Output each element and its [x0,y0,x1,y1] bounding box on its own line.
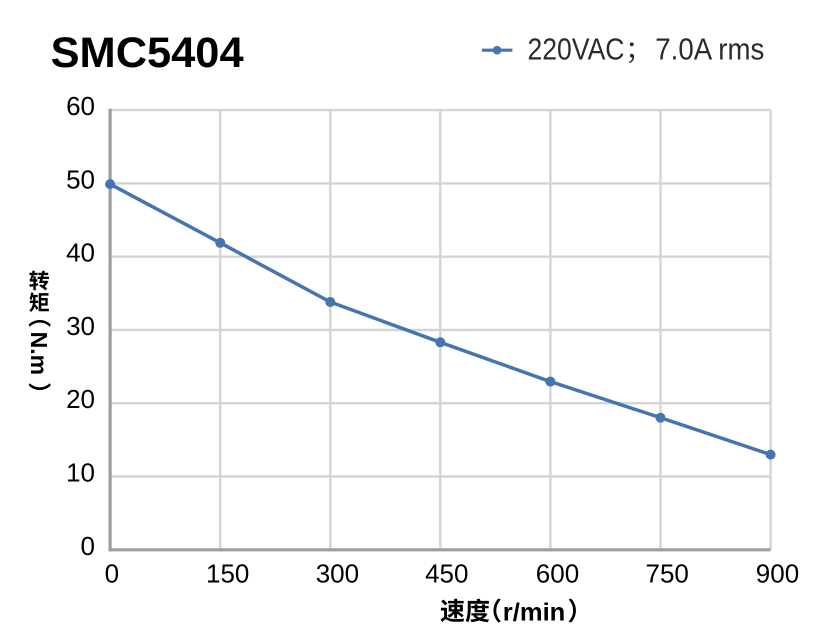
svg-text:10: 10 [66,458,95,488]
svg-text:20: 20 [66,384,95,414]
svg-text:450: 450 [425,558,468,588]
svg-text:SMC5404: SMC5404 [51,29,244,77]
svg-text:r/min: r/min [503,599,566,627]
svg-text:0: 0 [81,531,95,561]
svg-text:600: 600 [536,558,579,588]
svg-text:50: 50 [66,164,95,194]
svg-text:220VAC: 220VAC [528,32,625,67]
svg-text:30: 30 [66,311,95,341]
svg-text:750: 750 [646,558,689,588]
svg-text:N.m: N.m [26,332,52,375]
svg-text:150: 150 [206,558,249,588]
svg-text:40: 40 [66,238,95,268]
svg-text:7.0A rms: 7.0A rms [655,32,764,67]
svg-text:60: 60 [66,91,95,121]
svg-text:0: 0 [105,558,119,588]
svg-text:900: 900 [756,558,799,588]
svg-text:300: 300 [316,558,359,588]
